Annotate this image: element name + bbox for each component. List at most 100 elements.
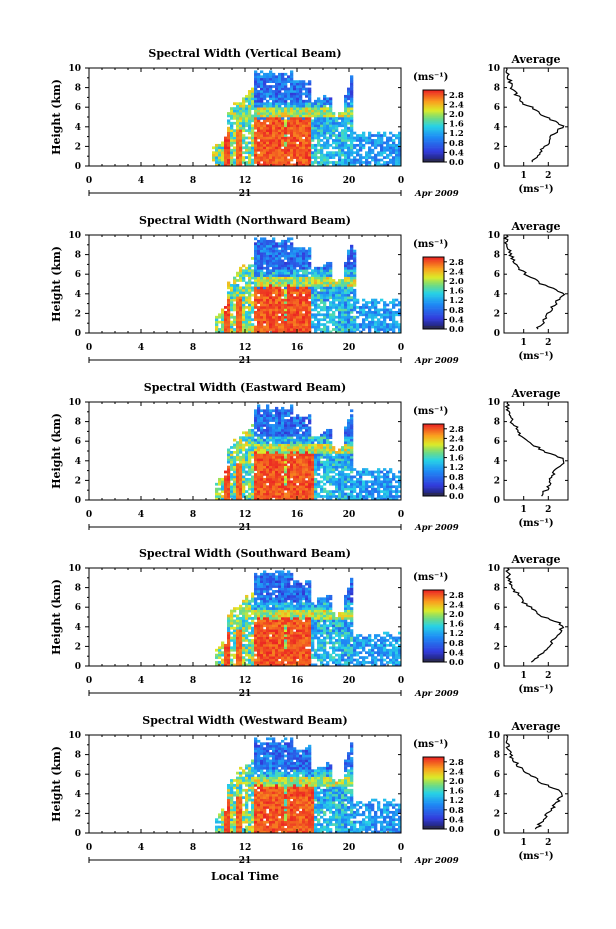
heatmap-cell (320, 296, 324, 299)
heatmap-cell (341, 313, 345, 317)
heatmap-cell (293, 475, 297, 479)
heatmap-cell (254, 448, 258, 452)
heatmap-cell (350, 463, 354, 466)
heatmap-cell (266, 487, 270, 491)
heatmap-cell (296, 451, 300, 454)
heatmap-cell (377, 468, 381, 471)
heatmap-cell (344, 492, 348, 496)
heatmap-cell (227, 497, 231, 501)
heatmap-cell (233, 281, 237, 285)
heatmap-cell (278, 104, 282, 108)
colorbar-swatch (423, 290, 444, 293)
heatmap-cell (218, 663, 222, 667)
heatmap-cell (329, 107, 333, 110)
heatmap-cell (383, 146, 387, 150)
heatmap-cell (275, 291, 279, 295)
heatmap-cell (398, 158, 402, 162)
heatmap-cell (224, 475, 228, 479)
colorbar-swatch (423, 488, 444, 491)
heatmap-cell (293, 453, 297, 457)
colorbar-swatch (423, 130, 444, 133)
heatmap-cell (260, 276, 264, 280)
heatmap-cell (257, 269, 261, 273)
heatmap-cell (233, 477, 237, 481)
heatmap-cell (287, 419, 291, 422)
heatmap-cell (227, 139, 231, 142)
colorbar-swatch (423, 133, 444, 135)
colorbar-swatch (423, 306, 444, 308)
heatmap-cell (350, 281, 354, 285)
heatmap-cell (236, 470, 240, 474)
heatmap-cell (284, 453, 288, 457)
heatmap-cell (275, 124, 279, 128)
heatmap-cell (329, 102, 333, 106)
heatmap-cell (374, 143, 378, 147)
heatmap-cell (239, 458, 243, 462)
heatmap-cell (296, 121, 300, 125)
heatmap-cell (344, 473, 348, 476)
heatmap-cell (329, 151, 333, 155)
heatmap-cell (236, 621, 240, 625)
heatmap-cell (308, 426, 312, 430)
heatmap-cell (344, 121, 348, 125)
heatmap-cell (290, 121, 294, 125)
heatmap-cell (308, 249, 312, 253)
heatmap-cell (251, 99, 255, 103)
heatmap-cell (236, 643, 240, 647)
heatmap-cell (248, 284, 252, 287)
heatmap-cell (314, 99, 318, 103)
heatmap-cell (329, 271, 333, 275)
heatmap-cell (329, 482, 333, 486)
y-tick-label: 4 (75, 457, 81, 467)
heatmap-cell (263, 448, 267, 452)
heatmap-cell (263, 252, 267, 255)
heatmap-cell (236, 617, 240, 620)
heatmap-cell (287, 291, 291, 295)
heatmap-cell (392, 475, 396, 479)
heatmap-cell (350, 291, 354, 295)
heatmap-cell (290, 419, 294, 422)
heatmap-cell (239, 148, 243, 152)
heatmap-cell (347, 117, 351, 120)
heatmap-cell (380, 153, 384, 157)
heatmap-cell (263, 424, 267, 427)
heatmap-cell (239, 153, 243, 157)
x-tick-label: 20 (343, 176, 356, 186)
heatmap-cell (356, 136, 360, 140)
colorbar-label: 2.8 (449, 91, 464, 101)
heatmap-cell (254, 102, 258, 106)
heatmap-cell (239, 298, 243, 302)
heatmap-cell (329, 453, 333, 457)
heatmap-cell (254, 438, 258, 442)
heatmap-cell (215, 653, 219, 657)
heatmap-cell (251, 269, 255, 273)
heatmap-cell (254, 153, 258, 157)
heatmap-cell (284, 414, 288, 417)
heatmap-cell (299, 492, 303, 496)
heatmap-cell (383, 485, 387, 489)
heatmap-cell (320, 330, 324, 334)
heatmap-cell (332, 284, 336, 287)
heatmap-cell (347, 148, 351, 152)
heatmap-cell (284, 266, 288, 270)
heatmap-cell (290, 136, 294, 140)
colorbar-swatch (423, 449, 444, 451)
heatmap-cell (296, 119, 300, 123)
heatmap-cell (299, 107, 303, 110)
heatmap-cell (245, 306, 249, 309)
heatmap-cell (236, 102, 240, 106)
heatmap-cell (221, 490, 225, 493)
heatmap-cell (287, 274, 291, 277)
heatmap-cell (269, 460, 273, 464)
heatmap-cell (227, 161, 231, 164)
heatmap-cell (311, 281, 315, 285)
heatmap-cell (332, 296, 336, 299)
heatmap-cell (251, 124, 255, 128)
heatmap-cell (254, 107, 258, 110)
heatmap-cell (266, 313, 270, 317)
heatmap-cell (326, 328, 330, 331)
heatmap-cell (395, 485, 399, 489)
y-axis-label: Height (km) (50, 79, 63, 155)
heatmap-cell (341, 281, 345, 285)
heatmap-cell (254, 104, 258, 108)
